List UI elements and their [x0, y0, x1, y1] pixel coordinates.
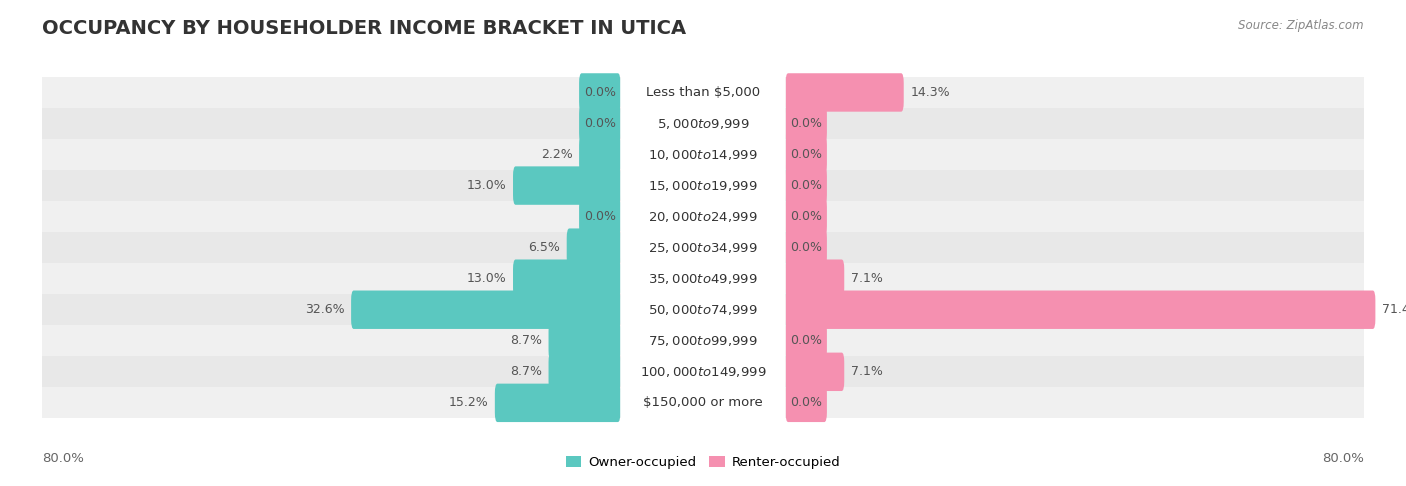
Text: 0.0%: 0.0% [790, 334, 821, 347]
Text: $100,000 to $149,999: $100,000 to $149,999 [640, 365, 766, 379]
FancyBboxPatch shape [786, 260, 844, 298]
FancyBboxPatch shape [786, 73, 904, 112]
FancyBboxPatch shape [786, 197, 827, 236]
Text: 6.5%: 6.5% [529, 241, 560, 254]
Text: 0.0%: 0.0% [585, 210, 616, 223]
FancyBboxPatch shape [620, 383, 786, 422]
Text: 71.4%: 71.4% [1382, 303, 1406, 316]
FancyBboxPatch shape [620, 260, 786, 298]
Text: $35,000 to $49,999: $35,000 to $49,999 [648, 272, 758, 286]
Text: $5,000 to $9,999: $5,000 to $9,999 [657, 117, 749, 131]
Bar [42, 77, 1364, 108]
FancyBboxPatch shape [620, 166, 786, 205]
FancyBboxPatch shape [786, 104, 827, 143]
FancyBboxPatch shape [620, 322, 786, 360]
FancyBboxPatch shape [786, 166, 827, 205]
FancyBboxPatch shape [620, 73, 786, 112]
Text: 0.0%: 0.0% [585, 86, 616, 99]
FancyBboxPatch shape [786, 291, 1375, 329]
FancyBboxPatch shape [548, 322, 620, 360]
Bar [42, 108, 1364, 139]
FancyBboxPatch shape [567, 228, 620, 267]
Text: $75,000 to $99,999: $75,000 to $99,999 [648, 334, 758, 348]
Text: $25,000 to $34,999: $25,000 to $34,999 [648, 241, 758, 255]
Text: $20,000 to $24,999: $20,000 to $24,999 [648, 209, 758, 224]
Text: 15.2%: 15.2% [449, 397, 488, 409]
Text: $10,000 to $14,999: $10,000 to $14,999 [648, 148, 758, 161]
Text: 7.1%: 7.1% [851, 365, 883, 378]
FancyBboxPatch shape [513, 166, 620, 205]
Text: 0.0%: 0.0% [790, 210, 821, 223]
FancyBboxPatch shape [620, 104, 786, 143]
FancyBboxPatch shape [786, 322, 827, 360]
FancyBboxPatch shape [548, 353, 620, 391]
Text: $50,000 to $74,999: $50,000 to $74,999 [648, 303, 758, 317]
Bar [42, 294, 1364, 325]
Bar [42, 356, 1364, 387]
Bar [42, 232, 1364, 263]
Bar [42, 325, 1364, 356]
FancyBboxPatch shape [513, 260, 620, 298]
FancyBboxPatch shape [620, 197, 786, 236]
FancyBboxPatch shape [352, 291, 620, 329]
FancyBboxPatch shape [620, 228, 786, 267]
Text: 8.7%: 8.7% [510, 365, 541, 378]
FancyBboxPatch shape [620, 135, 786, 174]
FancyBboxPatch shape [579, 104, 620, 143]
Text: Less than $5,000: Less than $5,000 [645, 86, 761, 99]
FancyBboxPatch shape [579, 197, 620, 236]
Text: 0.0%: 0.0% [585, 117, 616, 130]
Text: 0.0%: 0.0% [790, 241, 821, 254]
Text: 13.0%: 13.0% [467, 272, 506, 285]
Text: 32.6%: 32.6% [305, 303, 344, 316]
Text: 2.2%: 2.2% [541, 148, 572, 161]
Text: 80.0%: 80.0% [42, 452, 84, 465]
FancyBboxPatch shape [786, 228, 827, 267]
Bar [42, 139, 1364, 170]
FancyBboxPatch shape [786, 353, 844, 391]
Text: $15,000 to $19,999: $15,000 to $19,999 [648, 178, 758, 192]
FancyBboxPatch shape [786, 135, 827, 174]
Text: 80.0%: 80.0% [1322, 452, 1364, 465]
FancyBboxPatch shape [620, 353, 786, 391]
Text: 8.7%: 8.7% [510, 334, 541, 347]
Text: 0.0%: 0.0% [790, 117, 821, 130]
Legend: Owner-occupied, Renter-occupied: Owner-occupied, Renter-occupied [565, 456, 841, 469]
FancyBboxPatch shape [620, 291, 786, 329]
Bar [42, 170, 1364, 201]
FancyBboxPatch shape [495, 383, 620, 422]
FancyBboxPatch shape [579, 73, 620, 112]
Text: 0.0%: 0.0% [790, 397, 821, 409]
Text: OCCUPANCY BY HOUSEHOLDER INCOME BRACKET IN UTICA: OCCUPANCY BY HOUSEHOLDER INCOME BRACKET … [42, 19, 686, 38]
FancyBboxPatch shape [579, 135, 620, 174]
Text: 14.3%: 14.3% [910, 86, 950, 99]
Bar [42, 263, 1364, 294]
Text: 13.0%: 13.0% [467, 179, 506, 192]
Text: 0.0%: 0.0% [790, 179, 821, 192]
Bar [42, 201, 1364, 232]
Text: Source: ZipAtlas.com: Source: ZipAtlas.com [1239, 19, 1364, 33]
Text: 0.0%: 0.0% [790, 148, 821, 161]
Text: $150,000 or more: $150,000 or more [643, 397, 763, 409]
FancyBboxPatch shape [786, 383, 827, 422]
Bar [42, 387, 1364, 418]
Text: 7.1%: 7.1% [851, 272, 883, 285]
